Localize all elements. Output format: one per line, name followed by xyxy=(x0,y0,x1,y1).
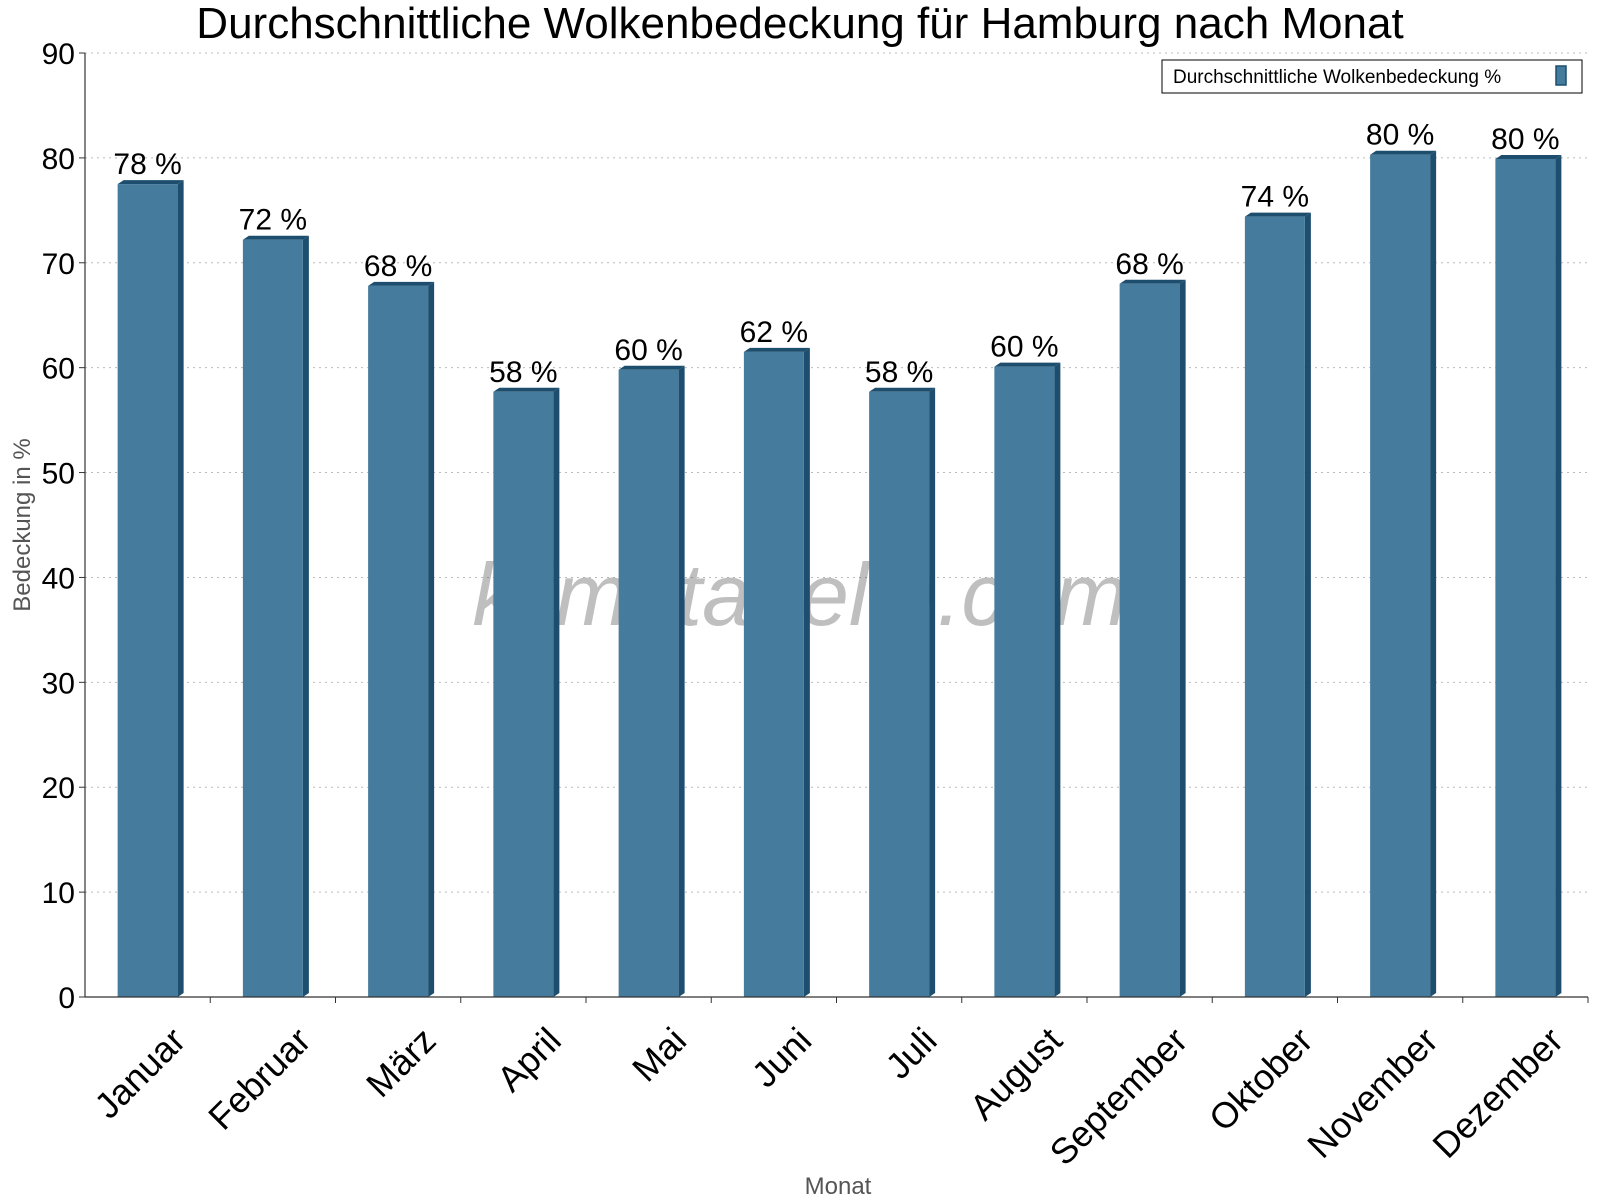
value-label: 80 % xyxy=(1491,123,1559,156)
bar-side xyxy=(1430,150,1437,998)
y-tick-label: 50 xyxy=(42,458,75,491)
x-tick-label: August xyxy=(962,1019,1070,1127)
bar-face xyxy=(869,391,930,997)
bar xyxy=(117,180,184,998)
bar-side xyxy=(1304,212,1311,998)
bar-side xyxy=(1555,154,1562,998)
bar xyxy=(618,365,685,998)
bar-top xyxy=(743,347,810,352)
bar xyxy=(493,387,560,997)
value-label: 68 % xyxy=(1115,248,1183,281)
x-tick-label: März xyxy=(358,1019,444,1105)
y-tick-label: 70 xyxy=(42,248,75,281)
bar-face xyxy=(1495,158,1556,998)
y-tick-labels: 0 10 20 30 40 50 60 70 80 90 xyxy=(42,38,75,1015)
value-label: 78 % xyxy=(113,148,181,181)
legend-label: Durchschnittliche Wolkenbedeckung % xyxy=(1173,67,1501,88)
bar-side xyxy=(1054,362,1061,997)
bar-face xyxy=(368,285,429,997)
legend-box xyxy=(1161,59,1583,94)
bar xyxy=(743,347,810,997)
y-tick-label: 0 xyxy=(58,982,75,1015)
bar-top xyxy=(242,235,309,240)
bar-face xyxy=(493,391,554,997)
x-tick-label: Dezember xyxy=(1424,1019,1570,1165)
bar-top xyxy=(618,365,685,370)
y-tick-label: 60 xyxy=(42,353,75,386)
value-label: 72 % xyxy=(239,204,307,237)
bars xyxy=(117,150,1562,998)
x-tick-label: April xyxy=(489,1019,569,1099)
x-tick-label: Februar xyxy=(200,1019,318,1137)
value-label: 74 % xyxy=(1241,181,1309,214)
bar xyxy=(1244,212,1311,998)
x-tick-label: November xyxy=(1299,1019,1445,1165)
legend: Durchschnittliche Wolkenbedeckung % xyxy=(1161,59,1583,94)
bar-top xyxy=(1495,154,1562,159)
y-tick-label: 30 xyxy=(42,667,75,700)
bar-side xyxy=(678,365,685,998)
bar-top xyxy=(869,387,936,392)
bar xyxy=(1495,154,1562,998)
bar-side xyxy=(803,347,810,997)
bar-face xyxy=(618,369,679,998)
bar-side xyxy=(1179,279,1186,997)
chart-title: Durchschnittliche Wolkenbedeckung für Ha… xyxy=(196,0,1403,48)
bar-side xyxy=(929,387,936,997)
value-label: 60 % xyxy=(990,331,1058,364)
x-tick-labels: Januar Februar März April Mai Juni Juli AugustS… xyxy=(86,1019,1571,1173)
value-label: 58 % xyxy=(489,356,557,389)
bar xyxy=(242,235,309,998)
bar-face xyxy=(1119,283,1180,997)
bar-top xyxy=(117,180,184,185)
y-tick-label: 40 xyxy=(42,562,75,595)
bar-face xyxy=(1244,216,1305,998)
bar-top xyxy=(368,281,435,286)
bar-top xyxy=(1119,279,1186,284)
y-tick-label: 10 xyxy=(42,877,75,910)
x-tick-label: Januar xyxy=(86,1019,193,1126)
bar xyxy=(994,362,1061,997)
y-tick-label: 20 xyxy=(42,772,75,805)
grid-lines xyxy=(85,52,1588,893)
bar-top xyxy=(1370,150,1437,155)
value-label: 62 % xyxy=(740,316,808,349)
x-axis-title: Monat xyxy=(805,1173,872,1200)
bar xyxy=(1370,150,1437,998)
value-label: 60 % xyxy=(614,334,682,367)
y-tick-label: 80 xyxy=(42,143,75,176)
bar-face xyxy=(994,366,1055,997)
bar-face xyxy=(1370,154,1431,998)
x-tick-label: Juni xyxy=(744,1019,820,1095)
x-tick-label: Oktober xyxy=(1201,1019,1321,1139)
x-tick-label: Juli xyxy=(877,1019,944,1086)
bar-face xyxy=(242,239,303,998)
value-labels: 78 % 72 % 68 % 58 % 60 % 62 % 58 % 60 % 68 % 74 %… xyxy=(113,119,1559,389)
bar-top xyxy=(994,362,1061,367)
y-tick-label: 90 xyxy=(42,38,75,71)
bar-face xyxy=(117,184,178,998)
y-axis-title: Bedeckung in % xyxy=(9,438,36,611)
value-label: 58 % xyxy=(865,356,933,389)
bar xyxy=(1119,279,1186,997)
x-tick-label: Mai xyxy=(624,1019,694,1089)
bar-side xyxy=(302,235,309,998)
bar-top xyxy=(493,387,560,392)
bar-side xyxy=(553,387,560,997)
bar xyxy=(869,387,936,997)
bar-top xyxy=(1244,212,1311,217)
value-label: 80 % xyxy=(1366,119,1434,152)
bar xyxy=(368,281,435,997)
bar-side xyxy=(428,281,435,997)
bar-face xyxy=(743,351,804,997)
bar-side xyxy=(177,180,184,998)
x-tick-label: September xyxy=(1042,1019,1196,1173)
value-label: 68 % xyxy=(364,250,432,283)
axes xyxy=(79,52,1589,1003)
legend-swatch xyxy=(1555,65,1567,86)
